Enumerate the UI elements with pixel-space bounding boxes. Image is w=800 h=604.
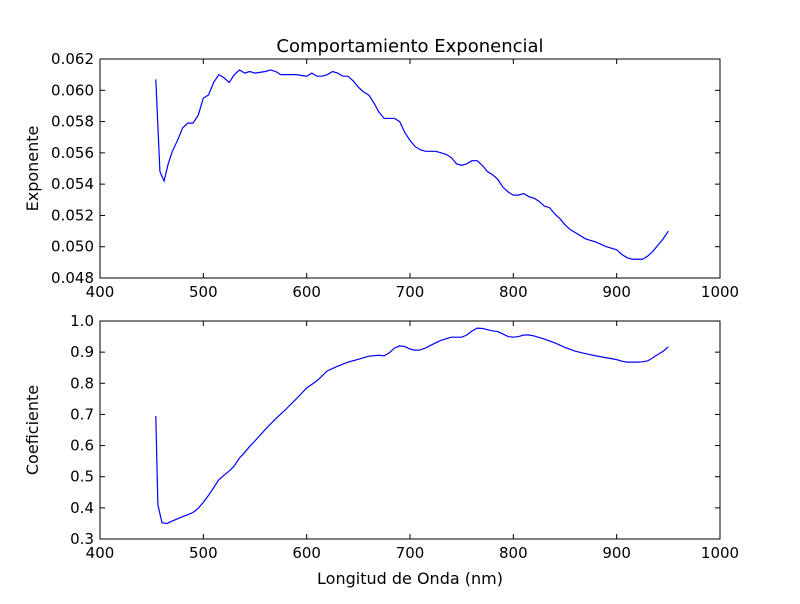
exponent-y-tick-label: 0.048 xyxy=(51,269,94,287)
coefficient-y-tick-label: 0.5 xyxy=(70,468,94,486)
exponent-x-tick-label: 400 xyxy=(86,283,115,301)
coefficient-y-tick-label: 0.3 xyxy=(70,530,94,548)
exponent-y-axis-label: Exponente xyxy=(23,126,42,212)
coefficient-x-tick-label: 800 xyxy=(499,544,528,562)
exponent-x-tick-label: 500 xyxy=(189,283,218,301)
exponent-series-line xyxy=(155,69,669,260)
exponent-x-tick-label: 600 xyxy=(292,283,321,301)
coefficient-series-line xyxy=(155,327,669,525)
coefficient-y-tick-label: 0.6 xyxy=(70,437,94,455)
coefficient-panel: 400 500 600 700 800 900 1000 0.3 0.4 0.5 0.6 0.7 0.8… xyxy=(23,312,739,588)
coefficient-x-tick-label: 900 xyxy=(602,544,631,562)
chart-title: Comportamiento Exponencial xyxy=(276,36,543,57)
exponent-y-tick-label: 0.060 xyxy=(51,81,94,99)
coefficient-x-tick-label: 600 xyxy=(292,544,321,562)
exponent-y-tick-label: 0.056 xyxy=(51,144,94,162)
coefficient-y-axis-label: Coeficiente xyxy=(23,385,42,475)
coefficient-y-tick-label: 1.0 xyxy=(70,312,94,330)
coefficient-y-tick-label: 0.7 xyxy=(70,405,94,423)
coefficient-x-tick-label: 500 xyxy=(189,544,218,562)
coefficient-x-axis-label: Longitud de Onda (nm) xyxy=(317,569,503,588)
exponent-x-tick-label: 800 xyxy=(499,283,528,301)
exponent-x-tick-label: 900 xyxy=(602,283,631,301)
coefficient-x-tick-label: 400 xyxy=(86,544,115,562)
exponent-x-tick-label: 1000 xyxy=(701,283,739,301)
exponent-y-tick-label: 0.052 xyxy=(51,206,94,224)
exponent-y-tick-label: 0.054 xyxy=(51,175,94,193)
coefficient-y-tick-label: 0.9 xyxy=(70,343,94,361)
exponent-panel: 400 500 600 700 800 900 1000 0.048 0.050 0.052 0.0… xyxy=(23,50,739,301)
coefficient-x-tick-label: 1000 xyxy=(701,544,739,562)
coefficient-y-tick-label: 0.8 xyxy=(70,374,94,392)
exponent-y-tick-label: 0.058 xyxy=(51,113,94,131)
coefficient-y-tick-label: 0.4 xyxy=(70,499,94,517)
exponent-y-tick-label: 0.062 xyxy=(51,50,94,68)
coefficient-x-tick-label: 700 xyxy=(396,544,425,562)
exponent-x-tick-label: 700 xyxy=(396,283,425,301)
exponent-y-tick-label: 0.050 xyxy=(51,238,94,256)
